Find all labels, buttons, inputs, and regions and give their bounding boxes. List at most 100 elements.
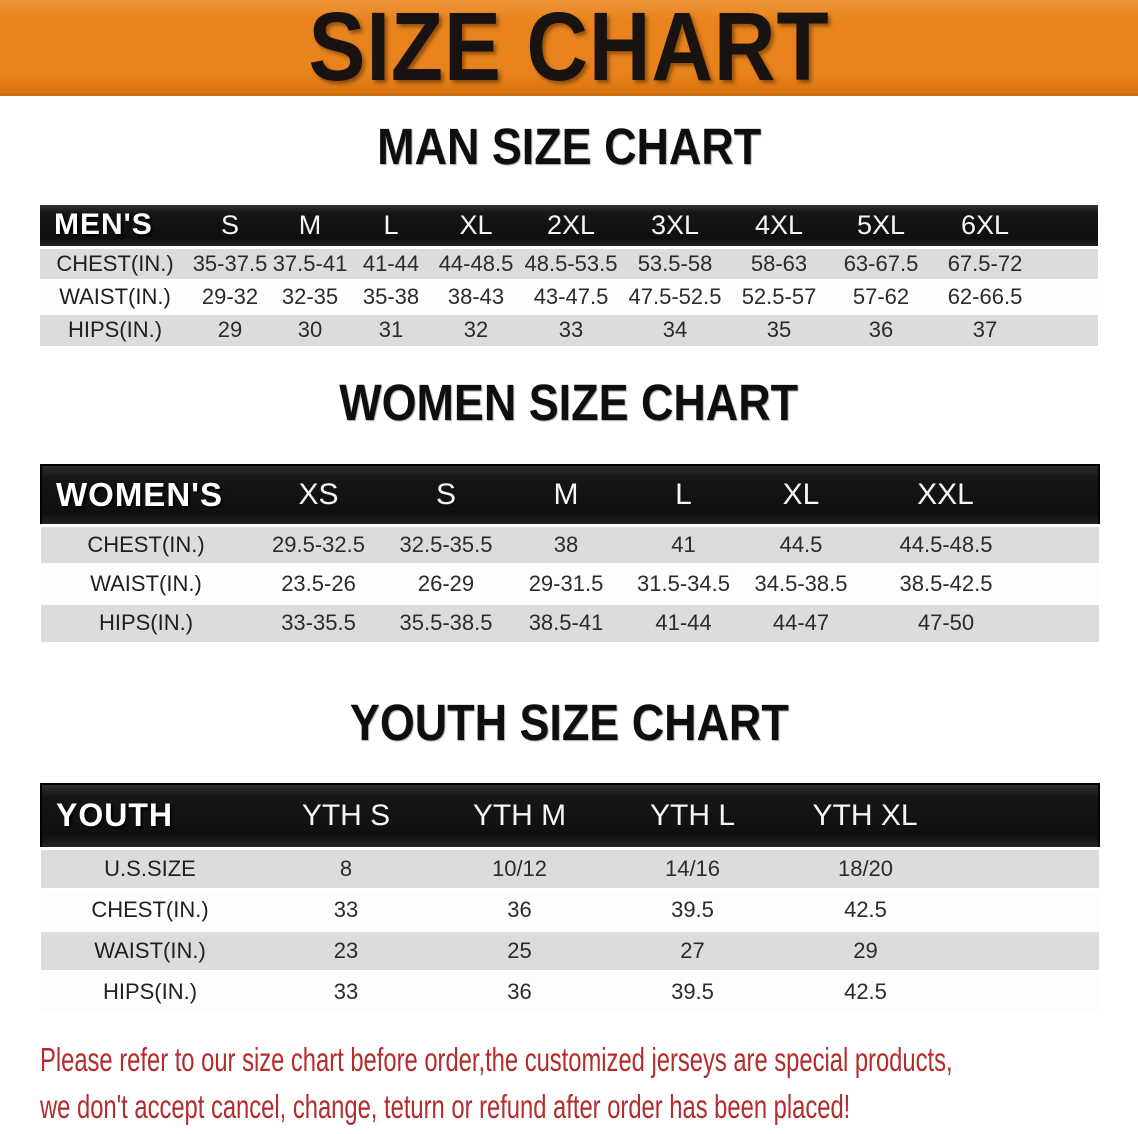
footnote-text-2: we don't accept cancel, change, teturn o… [40,1088,851,1125]
size-column-header: YTH L [606,783,779,849]
row-label: CHEST(IN.) [91,896,209,922]
size-cell: 32-35 [281,283,339,309]
size-cell: 36 [507,979,532,1005]
size-cell: 36 [507,896,532,922]
size-cell: 41-44 [362,250,420,276]
size-header-row: MEN'S S M L XL 2XL 3XL 4XL 5XL 6XL [40,205,1098,247]
corner-label: WOMEN'S [40,464,251,526]
size-column-header: XXL [861,464,1100,526]
size-cell: 29.5-32.5 [272,531,365,557]
youth-size-table: YOUTH YTH S YTH M YTH L YTH XL U.S.SIZE 8 10/12… [40,783,1100,1012]
women-size-table: WOMEN'S XS S M L XL XXL CHEST(IN.) 29.5-32.5 32.5… [40,464,1100,642]
table-row: HIPS(IN.) 33-35.5 35.5-38.5 38.5-41 41-44 44-… [41,603,1099,642]
table-row: HIPS(IN.) 29 30 31 32 33 34 35 36 37 [40,313,1098,346]
size-cell: 29 [217,317,243,343]
size-cell: 39.5 [671,979,714,1005]
size-column-header: YTH XL [779,783,1100,849]
size-cell: 41 [671,531,696,557]
size-cell: 32.5-35.5 [399,531,493,557]
row-label: WAIST(IN.) [59,283,171,309]
section-title-men: MAN SIZE CHART [0,118,1138,181]
table-row: CHEST(IN.) 29.5-32.5 32.5-35.5 38 41 44.5 44.5… [41,525,1099,564]
table-row: WAIST(IN.) 23 25 27 29 [41,930,1099,971]
section-title-text: YOUTH SIZE CHART [349,694,789,751]
corner-label: MEN'S [54,208,153,242]
size-cell: 43-47.5 [533,283,609,309]
size-cell: 32 [463,317,489,343]
size-cell: 35-38 [362,283,420,309]
table-row: CHEST(IN.) 35-37.5 37.5-41 41-44 44-48.5 48.5… [40,247,1098,280]
footnote-line-1: Please refer to our size chart before or… [40,1040,1098,1087]
size-cell: 38-43 [447,283,505,309]
size-cell: 27 [680,937,705,963]
size-cell: 29 [853,937,878,963]
row-label: HIPS(IN.) [67,317,163,343]
size-cell: 53.5-58 [637,250,713,276]
row-label: WAIST(IN.) [94,937,206,963]
size-cell: 67.5-72 [947,250,1023,276]
size-cell: 44.5 [779,531,823,557]
size-cell: 41-44 [655,610,712,636]
size-cell: 38 [553,531,579,557]
table-row: CHEST(IN.) 33 36 39.5 42.5 [41,889,1099,930]
size-cell: 31.5-34.5 [637,570,730,596]
footnote-text-1: Please refer to our size chart before or… [40,1041,953,1078]
size-cell: 39.5 [671,896,714,922]
men-size-table: MEN'S S M L XL 2XL 3XL 4XL 5XL 6XL CHEST(IN.) 35-37… [40,205,1098,346]
size-cell: 42.5 [844,979,887,1005]
row-label: HIPS(IN.) [102,979,198,1005]
size-column-header: M [506,464,626,526]
section-title-text: MAN SIZE CHART [377,118,761,175]
size-column-header: L [383,209,399,240]
size-column-header: XS [251,464,386,526]
size-cell: 35-37.5 [192,250,268,276]
size-column-header: XL [459,209,493,240]
row-label: WAIST(IN.) [90,570,202,596]
size-cell: 47.5-52.5 [628,283,722,309]
size-cell: 58-63 [750,250,808,276]
size-column-header: M [298,209,322,240]
size-cell: 47-50 [917,610,975,636]
footnote: Please refer to our size chart before or… [40,1040,1098,1134]
size-cell: 23 [333,937,359,963]
row-label: CHEST(IN.) [56,250,174,276]
size-cell: 33 [558,317,584,343]
size-cell: 34 [662,317,688,343]
size-cell: 37 [972,317,998,343]
banner-title: SIZE CHART [308,0,830,101]
size-header-row: WOMEN'S XS S M L XL XXL [40,464,1100,526]
size-cell: 26-29 [417,570,475,596]
size-cell: 42.5 [844,896,887,922]
size-cell: 29-32 [201,283,259,309]
row-label: U.S.SIZE [104,855,196,881]
banner: SIZE CHART [0,0,1138,96]
size-cell: 35 [766,317,792,343]
footnote-line-2: we don't accept cancel, change, teturn o… [40,1087,1098,1134]
table-row: U.S.SIZE 8 10/12 14/16 18/20 [41,848,1099,889]
size-cell: 10/12 [491,855,548,881]
size-column-header: 3XL [650,209,700,240]
size-column-header: YTH S [259,783,433,849]
table-row: HIPS(IN.) 33 36 39.5 42.5 [41,971,1099,1012]
size-cell: 25 [507,937,532,963]
size-cell: 37.5-41 [272,250,348,276]
size-column-header: YTH M [433,783,606,849]
row-label: HIPS(IN.) [98,610,194,636]
size-cell: 23.5-26 [281,570,356,596]
size-cell: 8 [339,855,353,881]
table-row: WAIST(IN.) 23.5-26 26-29 29-31.5 31.5-34.5 34… [41,564,1099,603]
size-cell: 33 [333,979,359,1005]
size-cell: 38.5-42.5 [899,570,993,596]
size-cell: 34.5-38.5 [754,570,848,596]
size-charts-container: MAN SIZE CHART MEN'S S M L XL 2XL 3XL 4XL 5XL 6XL C… [0,118,1138,1012]
size-cell: 31 [378,317,404,343]
section-title-text: WOMEN SIZE CHART [339,374,799,431]
size-cell: 52.5-57 [741,283,817,309]
size-cell: 63-67.5 [843,250,919,276]
corner-label: YOUTH [40,783,259,849]
size-header-row: YOUTH YTH S YTH M YTH L YTH XL [40,783,1100,849]
size-cell: 18/20 [837,855,894,881]
section-youth: YOUTH SIZE CHART YOUTH YTH S YTH M YTH L YTH … [0,694,1138,1012]
size-cell: 30 [297,317,323,343]
section-title-women: WOMEN SIZE CHART [0,374,1138,437]
